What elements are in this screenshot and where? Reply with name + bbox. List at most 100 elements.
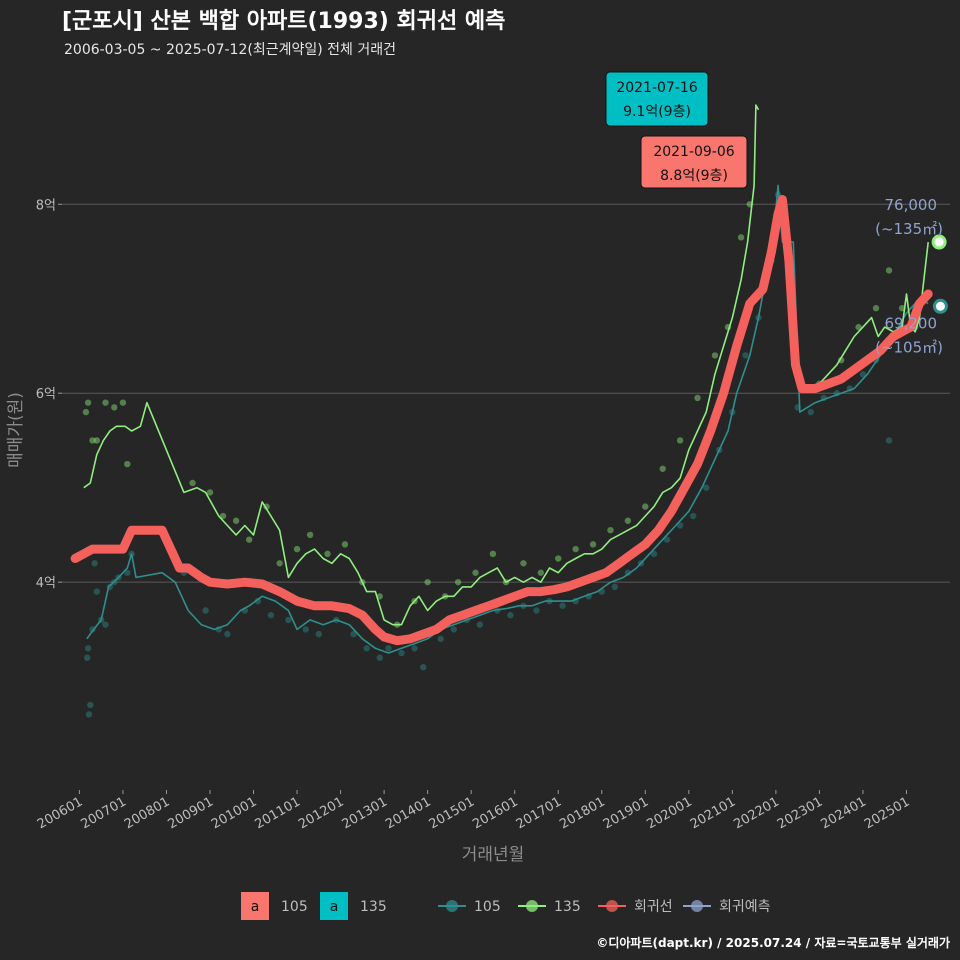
scatter-point-s105 — [507, 612, 514, 619]
legend-label-s105: 105 — [474, 899, 501, 915]
legend: a 105 a 135 105 135 회귀선 회귀예측 — [241, 892, 771, 920]
scatter-point-s105 — [437, 635, 444, 643]
scatter-point-s105 — [689, 512, 697, 520]
scatter-point-s135 — [93, 437, 101, 444]
scatter-point-s105 — [650, 550, 658, 558]
regression-line — [70, 195, 933, 646]
legend-label-105: 105 — [281, 899, 308, 915]
scatter-point-s135 — [711, 352, 719, 359]
scatter-point-s135 — [520, 560, 527, 567]
legend-dot-regression — [606, 900, 618, 912]
scatter-point-s135 — [206, 489, 214, 496]
annotation-price-135: 9.1억(9층) — [623, 104, 691, 120]
scatter-point-s105 — [285, 616, 292, 624]
scatter-point-s105 — [267, 612, 275, 619]
scatter-point-s105 — [676, 522, 684, 529]
x-tick-label: 200601 — [35, 794, 85, 832]
x-tick-label: 202401 — [818, 794, 868, 832]
scatter-point-s105 — [533, 607, 540, 614]
scatter-point-s105 — [450, 626, 457, 633]
scatter-point-s135 — [189, 479, 196, 487]
legend-key-box-105 — [241, 892, 269, 920]
scatter-point-s105 — [350, 630, 357, 638]
scatter-point-s135 — [872, 304, 880, 312]
scatter-point-s135 — [84, 399, 92, 406]
scatter-point-s105 — [807, 408, 814, 416]
x-tick-label: 200901 — [166, 794, 216, 832]
scatter-point-s105 — [224, 630, 231, 638]
y-tick-label: 6억 — [36, 387, 56, 402]
scatter-point-s135 — [537, 569, 545, 576]
scatter-point-s135 — [111, 404, 118, 411]
legend-dot-s105 — [446, 900, 458, 912]
scatter-point-s135 — [119, 399, 127, 406]
scatter-point-s135 — [276, 560, 283, 567]
end-area-label-105: (~105㎡) — [875, 338, 943, 356]
scatter-point-s105 — [91, 560, 98, 567]
scatter-point-s135 — [424, 578, 431, 586]
scatter-point-s105 — [302, 626, 309, 633]
legend-label-s135: 135 — [554, 899, 581, 915]
scatter-point-s135 — [341, 541, 349, 548]
scatter-point-s135 — [572, 545, 579, 553]
credit-text: ©디아파트(dapt.kr) / 2025.07.24 / 자료=국토교통부 실… — [596, 935, 950, 950]
scatter-point-s105 — [87, 701, 94, 709]
x-tick-label: 201801 — [557, 794, 607, 832]
annotation-date-105: 2021-09-06 — [653, 144, 734, 160]
scatter-point-s105 — [85, 711, 93, 718]
scatter-point-s135 — [489, 550, 497, 558]
x-tick-label: 202301 — [775, 794, 825, 832]
scatter-point-s105 — [202, 607, 209, 614]
legend-dot-s135 — [526, 900, 538, 912]
end-marker-105 — [932, 298, 948, 314]
scatter-point-s135 — [454, 578, 462, 586]
legend-label-prediction: 회귀예측 — [719, 899, 771, 915]
scatter-point-s135 — [324, 550, 331, 558]
scatter-point-s105 — [885, 437, 893, 444]
x-tick-label: 201101 — [253, 794, 303, 832]
scatter-point-s105 — [859, 371, 867, 378]
scatter-point-s135 — [642, 503, 649, 510]
scatter-point-s135 — [694, 394, 701, 402]
scatter-point-s135 — [589, 541, 597, 548]
scatter-point-s105 — [93, 588, 101, 595]
scatter-point-s135 — [124, 460, 131, 468]
chart-subtitle: 2006-03-05 ~ 2025-07-12(최근계약일) 전체 거래건 — [64, 42, 396, 58]
scatter-point-s135 — [472, 569, 479, 576]
scatter-point-s105 — [742, 352, 749, 359]
scatter-point-s105 — [363, 645, 370, 652]
scatter-point-s135 — [293, 545, 301, 553]
scatter-point-s105 — [398, 649, 405, 657]
legend-label-regression: 회귀선 — [634, 899, 673, 915]
scatter-point-s105 — [254, 597, 262, 605]
scatter-point-s105 — [420, 663, 427, 671]
scatter-point-s105 — [663, 536, 671, 543]
end-area-label-135: (~135㎡) — [875, 220, 943, 238]
scatter-point-s105 — [315, 630, 323, 638]
x-tick-label: 201701 — [514, 794, 564, 832]
end-marker-135 — [931, 234, 947, 250]
scatter-point-s105 — [611, 583, 619, 591]
x-tick-label: 202501 — [862, 794, 912, 832]
scatter-point-s105 — [411, 645, 418, 652]
scatter-point-s135 — [102, 399, 109, 406]
annotation-box-135 — [605, 71, 709, 127]
scatter-point-s105 — [102, 621, 109, 628]
x-tick-label: 201001 — [209, 794, 259, 832]
scatter-point-s135 — [555, 555, 562, 562]
scatter-point-s135 — [245, 536, 253, 543]
scatter-point-s105 — [376, 654, 383, 661]
scatter-point-s135 — [737, 234, 745, 241]
scatter-point-s105 — [624, 569, 632, 576]
scatter-point-s135 — [219, 512, 227, 520]
scatter-point-s105 — [559, 602, 566, 609]
scatter-point-s135 — [676, 437, 684, 444]
y-axis-title: 매매가(원) — [6, 392, 26, 468]
end-price-label-105: 69,200 — [885, 314, 938, 332]
scatter-point-s135 — [82, 408, 90, 416]
chart-title: [군포시] 산본 백합 아파트(1993) 회귀선 예측 — [62, 8, 505, 34]
x-tick-label: 202101 — [688, 794, 738, 832]
scatter-point-s105 — [84, 645, 92, 652]
x-axis-title: 거래년월 — [462, 845, 525, 865]
